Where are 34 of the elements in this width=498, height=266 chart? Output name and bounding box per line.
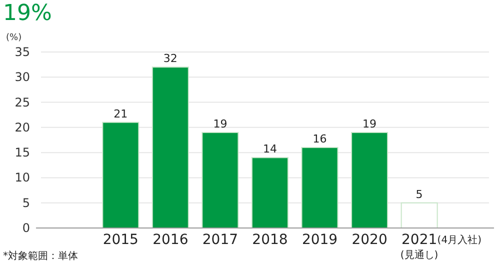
x-tick-label: 2016	[152, 232, 188, 248]
chart-title: 19%	[3, 1, 52, 26]
text: (見通し)	[400, 249, 438, 261]
x-tick-label: 2021	[401, 232, 438, 248]
bar	[351, 132, 388, 228]
text: *対象範囲：単体	[3, 250, 78, 262]
text: (4月入社)	[437, 234, 482, 246]
data-label: 32	[163, 52, 178, 66]
x-tick-label: 2018	[252, 232, 288, 248]
data-label: 21	[114, 107, 128, 120]
bar	[251, 157, 288, 228]
y-tick-label: 25	[14, 95, 30, 110]
x-tick-label: 2019	[302, 232, 338, 248]
y-tick-label: 0	[22, 221, 30, 235]
data-label: 16	[312, 132, 327, 146]
x-tick-label: 2015	[102, 232, 138, 248]
bar	[202, 132, 239, 228]
y-axis-title: (%)	[6, 33, 22, 43]
data-label: 19	[213, 117, 228, 130]
y-tick-label: 15	[14, 146, 30, 160]
y-tick-label: 5	[22, 196, 30, 210]
bar	[301, 147, 338, 228]
data-label: 14	[262, 142, 277, 156]
y-tick-label: 30	[14, 70, 30, 84]
data-label: 19	[362, 117, 377, 130]
bar	[400, 202, 438, 228]
x-tick-label: 2017	[202, 232, 238, 248]
y-tick-label: 20	[14, 120, 30, 134]
data-label: 5	[416, 188, 423, 201]
y-tick-label: 35	[14, 45, 30, 59]
bar	[102, 122, 140, 228]
x-tick-label: 2020	[352, 232, 388, 248]
y-tick-label: 10	[14, 170, 30, 185]
bar	[152, 66, 189, 228]
